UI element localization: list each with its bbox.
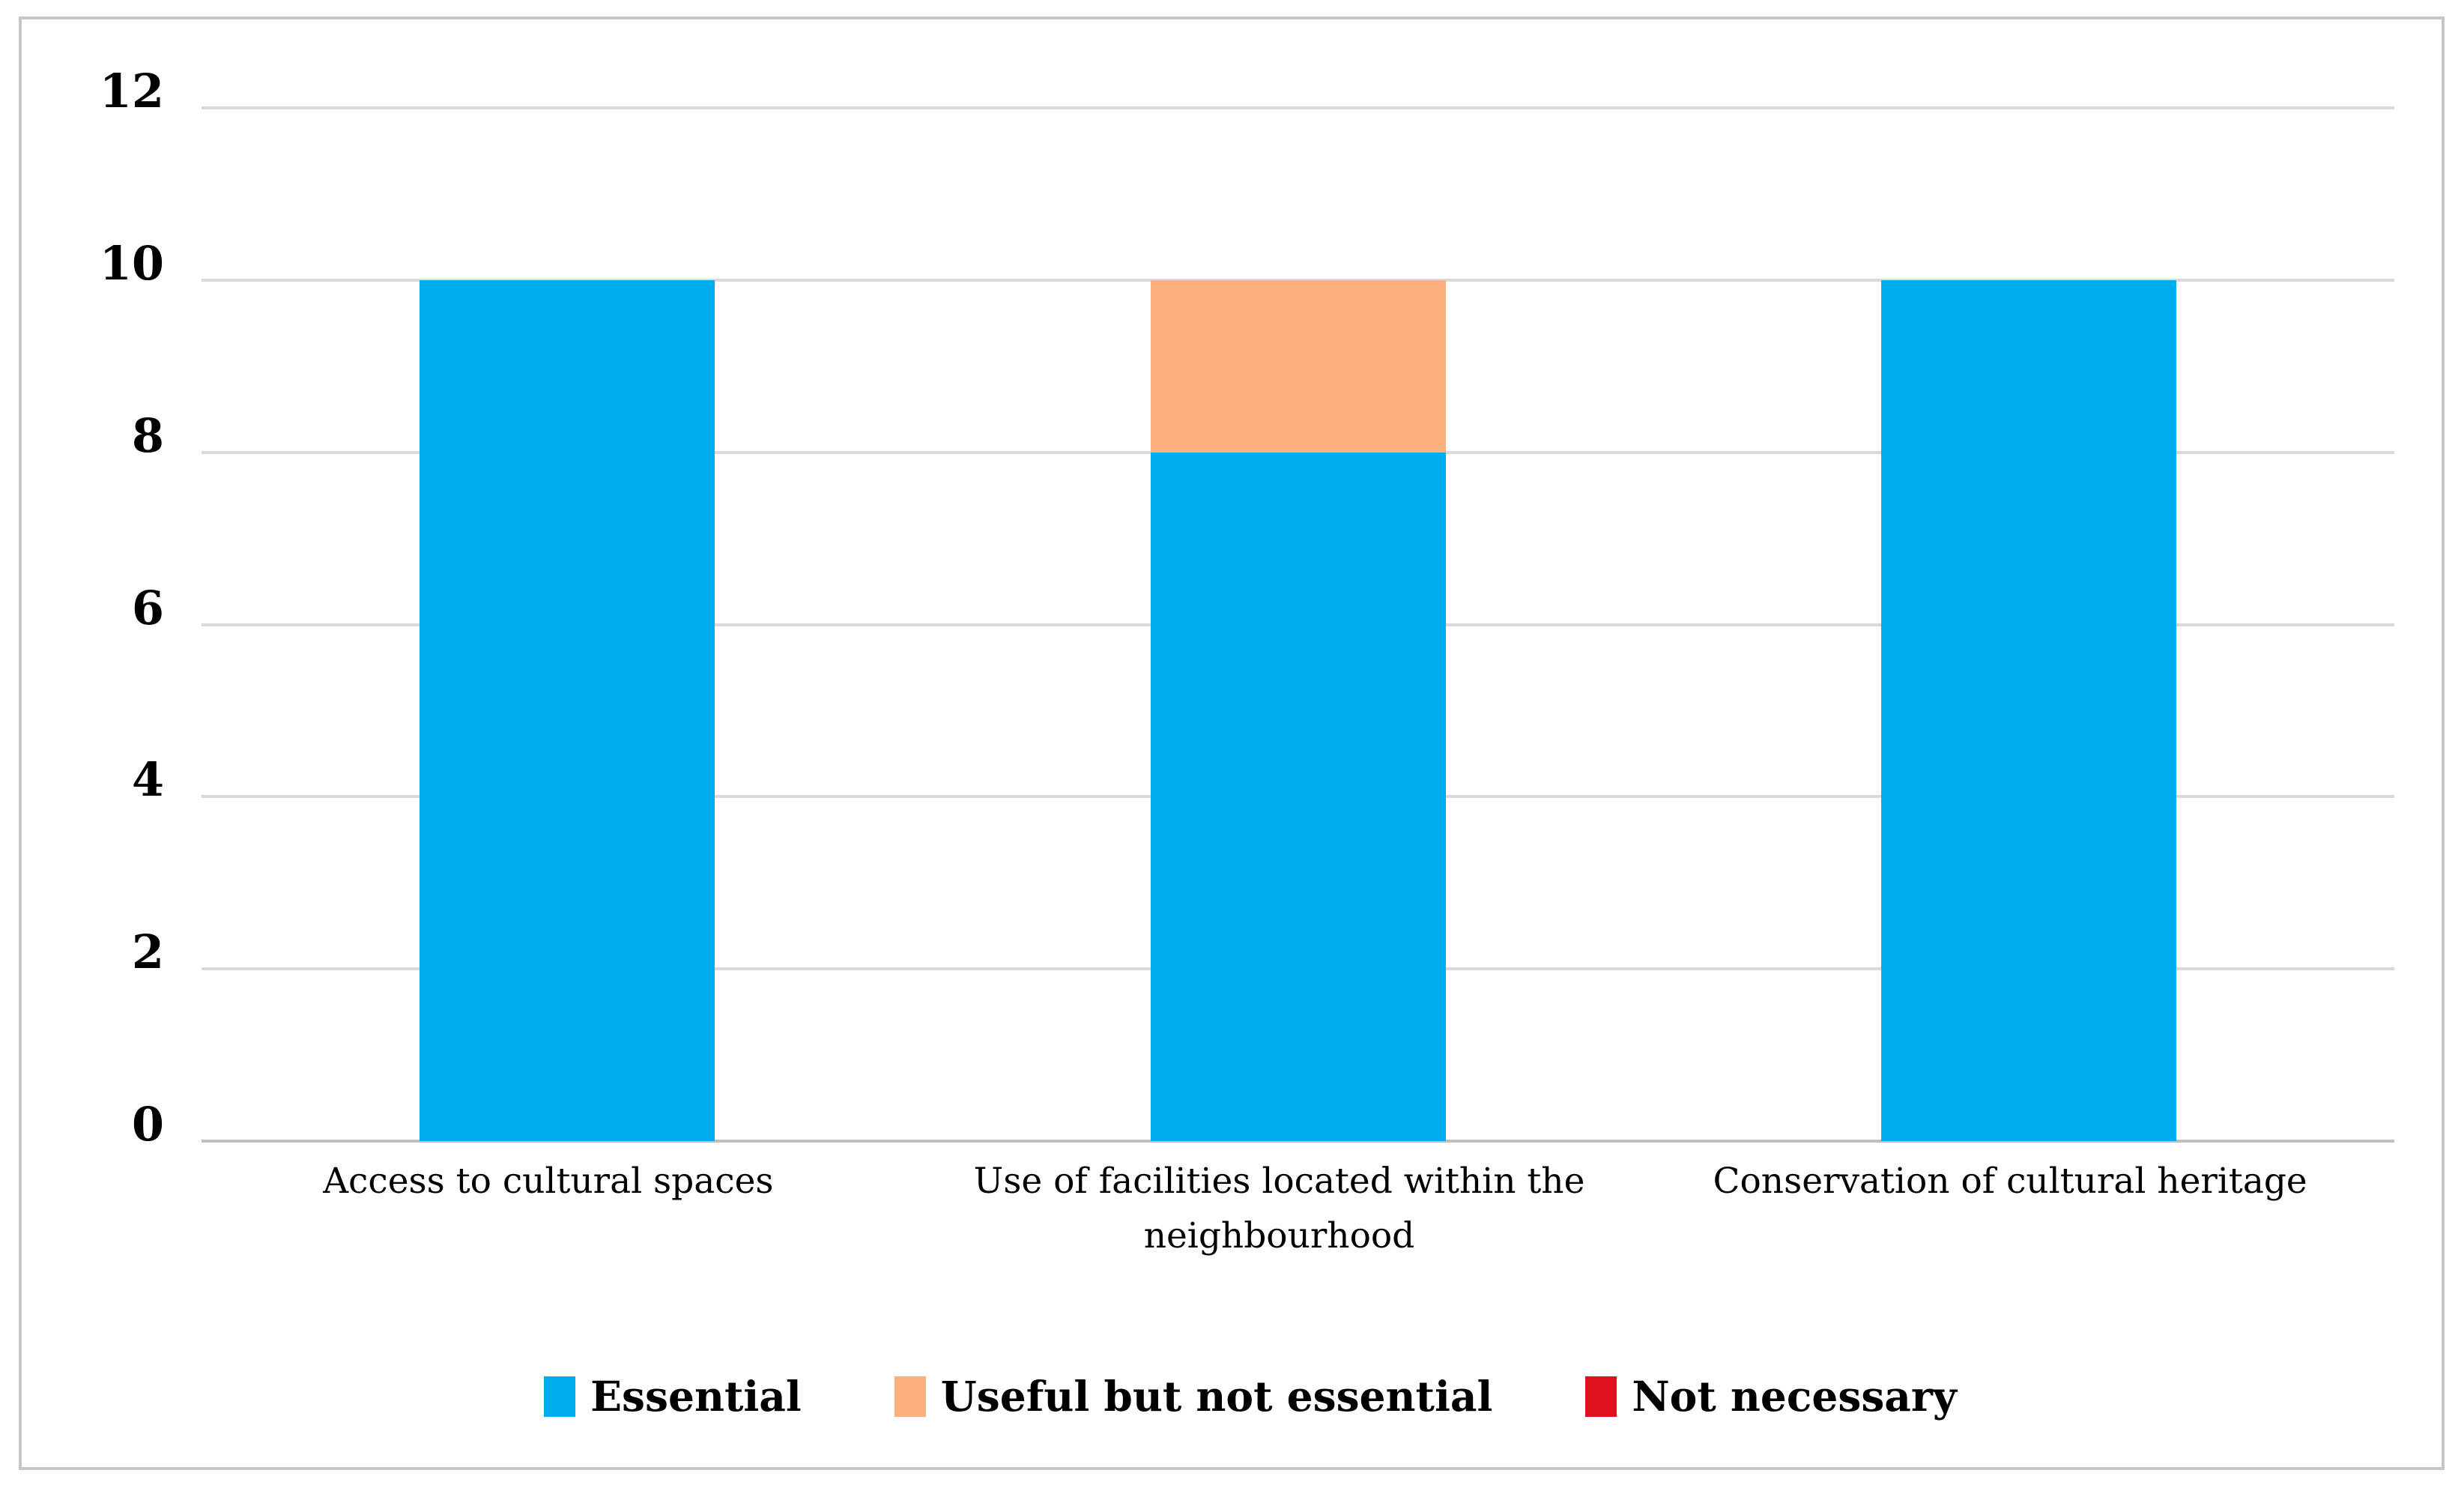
gridline-y-12 [202,106,2394,109]
plot-area [202,106,2394,1143]
legend-label: Not necessary [1632,1372,1957,1421]
y-tick-label-2: 2 [131,925,164,980]
category-label-2: Use of facilities located within the nei… [973,1161,1585,1256]
y-tick-label-8: 8 [131,408,164,463]
bar-segment-useful-but-not-essential-cat2 [1150,279,1446,453]
y-tick-label-10: 10 [99,235,164,291]
category-label-3: Conservation of cultural heritage [1713,1161,2307,1202]
y-tick-label-6: 6 [131,580,164,635]
chart-frame: Essential Useful but not essential Not nec… [19,16,2445,1470]
y-tick-label-0: 0 [131,1097,164,1152]
legend-swatch-not-necessary-icon [1585,1376,1617,1417]
legend-label: Essential [590,1372,802,1421]
y-tick-label-12: 12 [99,64,164,118]
legend-item-not-necessary: Not necessary [1585,1372,1957,1421]
y-tick-label-4: 4 [131,752,164,808]
gridline-y-0 [202,1140,2394,1143]
legend-item-useful-but-not-essential: Useful but not essential [894,1372,1493,1421]
bar-segment-essential-cat1 [419,279,715,1141]
bar-segment-essential-cat3 [1881,279,2177,1141]
legend-item-essential: Essential [544,1376,802,1417]
legend-swatch-essential-icon [544,1376,576,1417]
bar-segment-essential-cat2 [1150,452,1446,1141]
gridline-y-10 [202,278,2394,282]
category-label-1: Access to cultural spaces [323,1161,774,1202]
legend-swatch-useful-but-not-essential-icon [894,1376,926,1417]
chart-legend: Essential Useful but not essential Not nec… [40,1376,2460,1417]
legend-label: Useful but not essential [940,1372,1493,1421]
